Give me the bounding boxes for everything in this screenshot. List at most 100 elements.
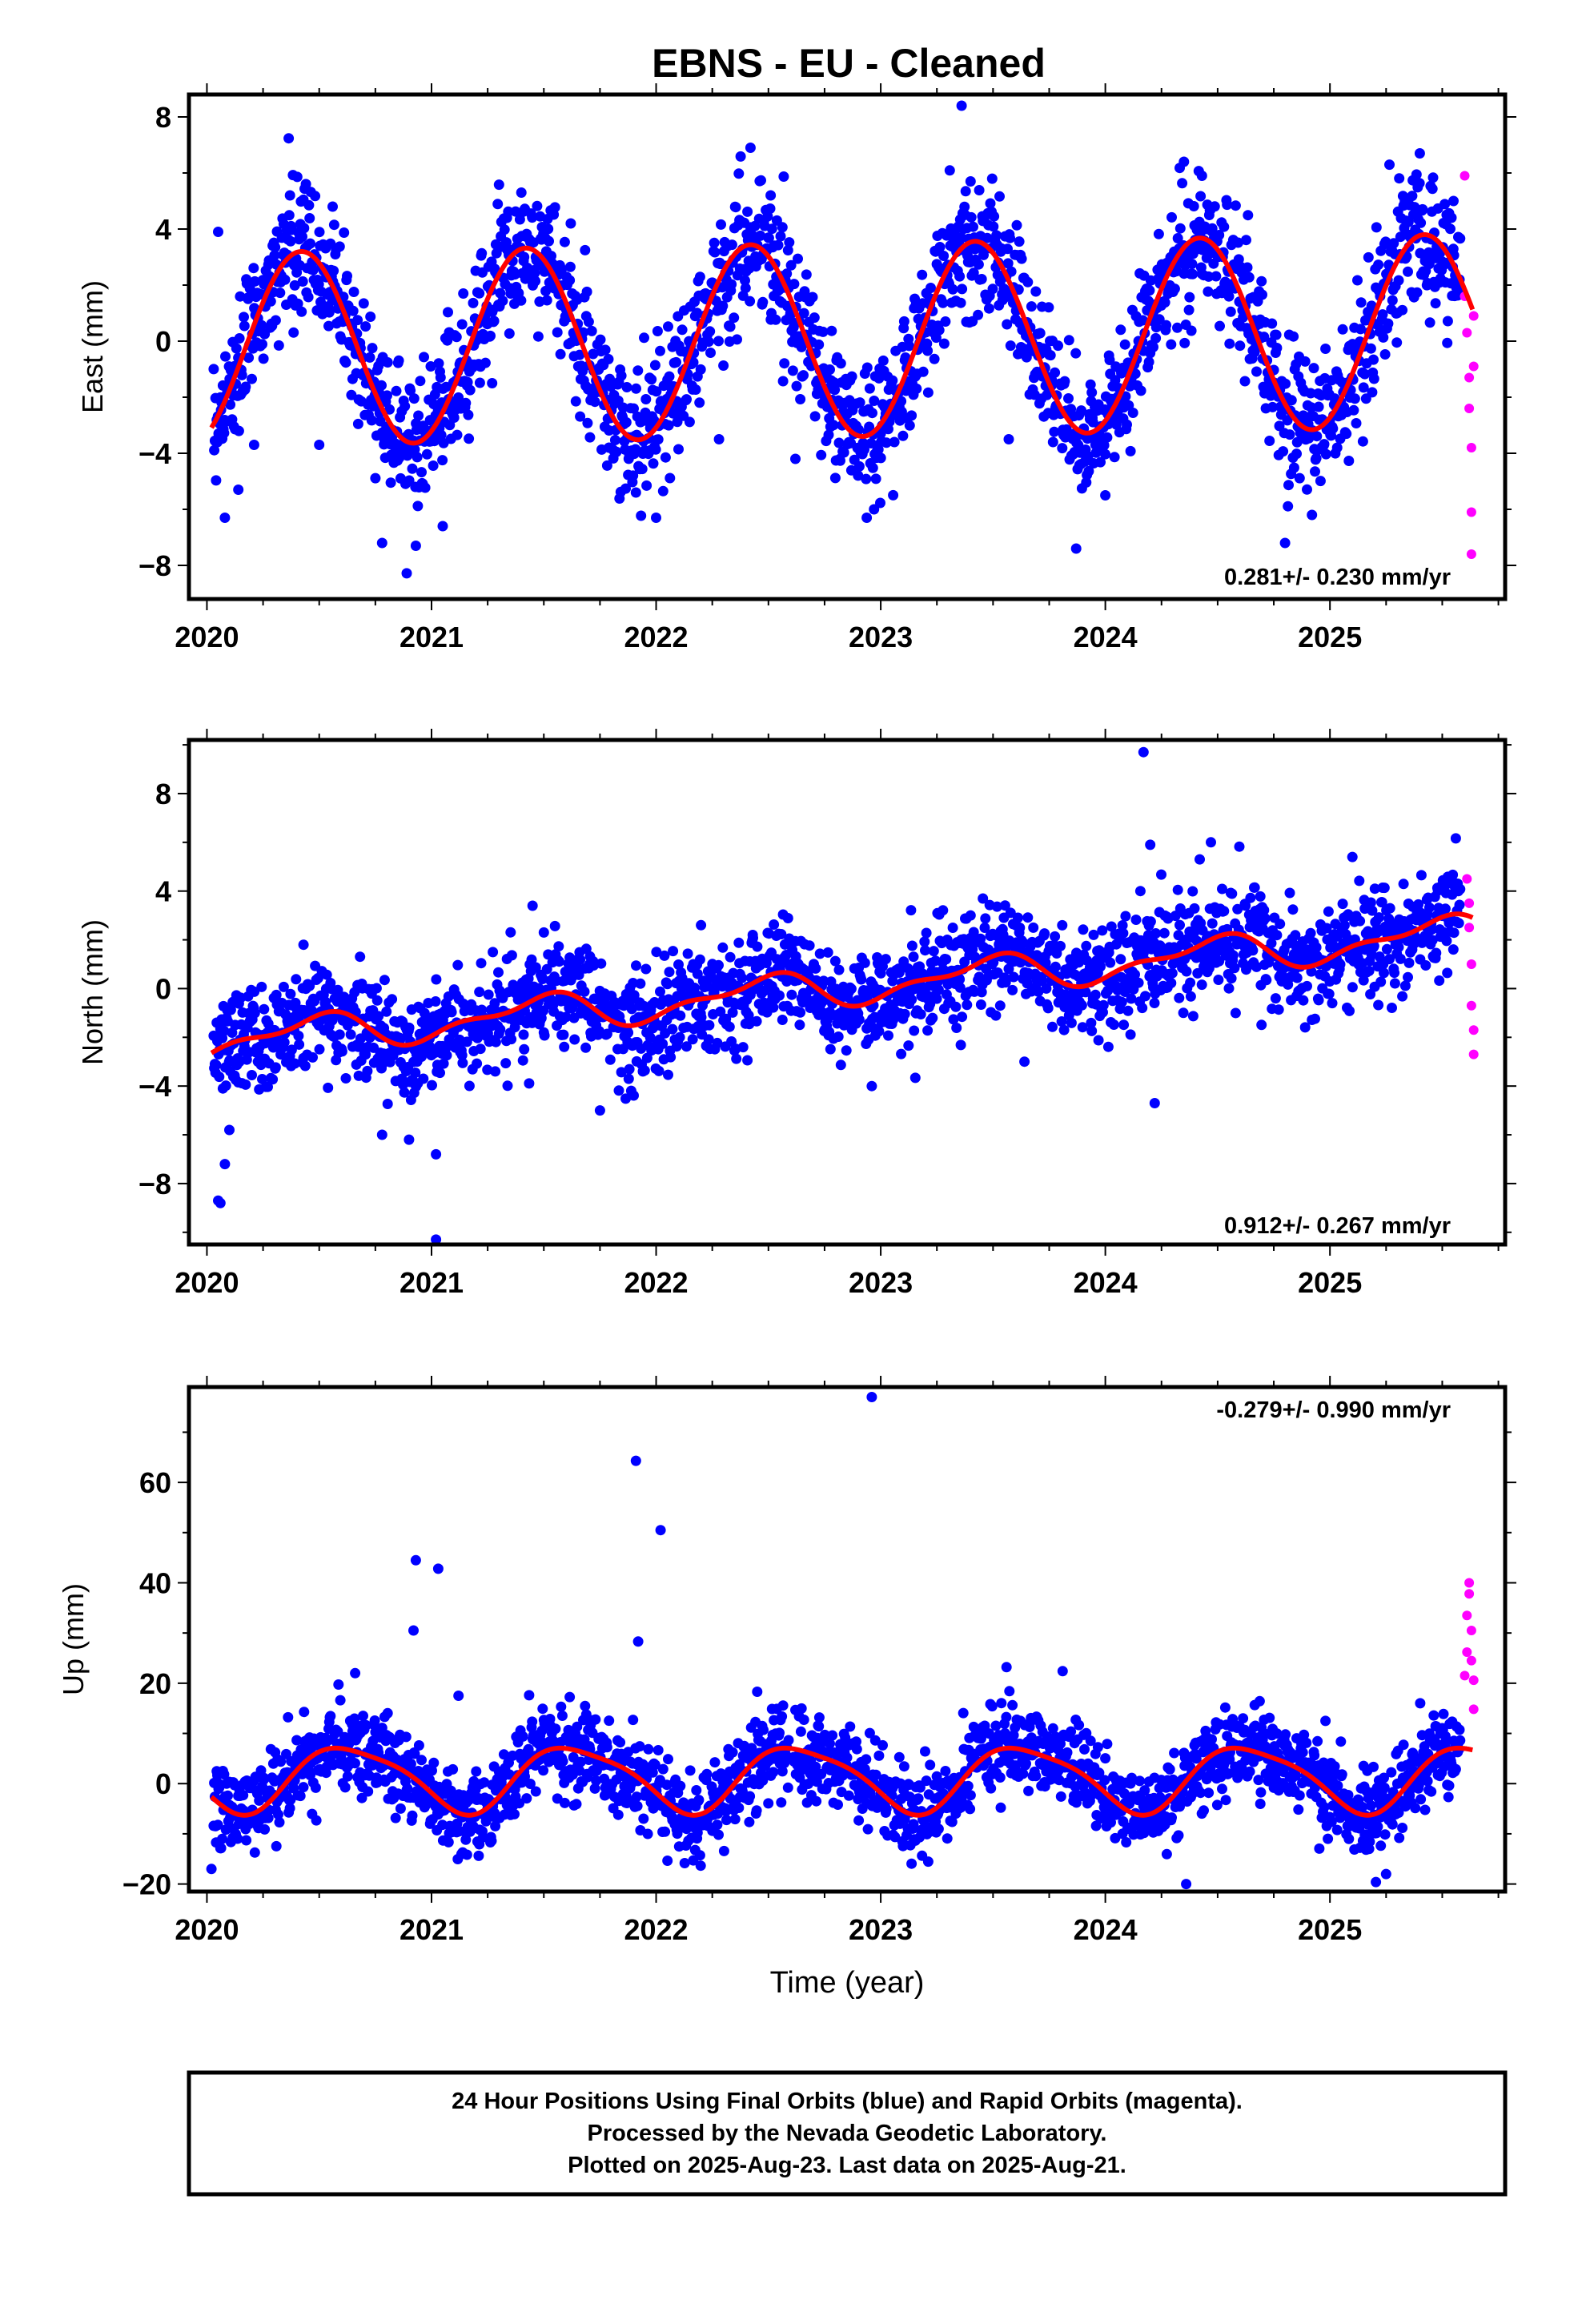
east-data-point: [391, 385, 402, 396]
east-data-point: [1430, 298, 1441, 309]
north-data-point: [1393, 942, 1404, 953]
east-data-point: [1119, 339, 1130, 350]
east-data-point: [1102, 432, 1113, 443]
north-data-point: [340, 1073, 351, 1084]
east-data-point: [240, 381, 251, 392]
east-data-point: [1384, 159, 1395, 171]
up-data-point: [259, 1823, 271, 1835]
north-y-tick-label: −8: [139, 1168, 171, 1200]
east-data-point: [412, 501, 424, 512]
east-data-point: [985, 198, 996, 209]
north-data-point: [994, 1000, 1006, 1011]
east-data-point: [270, 315, 281, 326]
east-data-point: [673, 444, 684, 455]
east-x-tick-label: 2020: [175, 621, 239, 653]
north-outlier-point: [431, 1148, 442, 1160]
east-data-point: [257, 339, 267, 350]
east-data-point: [1319, 439, 1330, 450]
east-data-point: [258, 353, 269, 364]
north-data-point: [483, 989, 494, 1000]
east-data-point: [1363, 251, 1374, 263]
north-data-point: [1302, 980, 1312, 991]
north-data-point: [1122, 1005, 1134, 1016]
east-data-point: [1327, 423, 1339, 434]
east-data-point: [532, 331, 544, 342]
east-data-point: [968, 267, 979, 279]
east-data-point: [959, 201, 970, 212]
east-data-point: [279, 274, 291, 285]
east-data-point: [474, 287, 485, 299]
north-y-tick-label: 4: [155, 875, 171, 908]
east-outlier-point: [869, 504, 880, 515]
east-data-point: [1002, 258, 1014, 269]
north-data-point: [505, 927, 516, 938]
north-outlier-point: [224, 1124, 235, 1136]
east-data-point: [695, 364, 706, 375]
north-data-point: [214, 1072, 225, 1083]
east-data-point: [247, 373, 257, 384]
east-data-point: [1026, 301, 1037, 312]
north-data-point: [1008, 971, 1019, 983]
east-data-point: [209, 444, 220, 456]
north-outlier-point: [1195, 854, 1205, 865]
north-data-point: [1090, 989, 1101, 1000]
north-data-point: [1431, 947, 1442, 959]
east-data-point: [1207, 223, 1218, 234]
east-data-point: [1002, 319, 1013, 330]
east-data-point: [340, 357, 351, 368]
east-data-point: [1283, 480, 1294, 491]
north-data-point: [909, 1025, 920, 1036]
east-data-point: [694, 271, 705, 283]
east-data-point: [957, 283, 968, 295]
east-data-point: [480, 357, 491, 368]
east-data-point: [1186, 325, 1197, 336]
north-data-point: [1055, 940, 1066, 951]
north-data-point: [240, 1079, 251, 1090]
east-data-point: [838, 447, 849, 458]
north-data-point: [1185, 977, 1196, 988]
east-x-tick-label: 2022: [624, 621, 688, 653]
north-data-point: [990, 1010, 1002, 1021]
north-data-point: [1134, 886, 1146, 897]
east-data-point: [555, 348, 566, 360]
east-data-point: [303, 199, 315, 211]
north-outlier-point: [1206, 837, 1216, 848]
up-data-point: [604, 1715, 615, 1727]
east-data-point: [828, 420, 839, 431]
east-data-point: [456, 319, 468, 330]
east-data-point: [983, 303, 994, 314]
north-data-point: [628, 1090, 639, 1101]
north-data-point: [1050, 961, 1061, 972]
north-data-point: [1187, 886, 1199, 897]
north-y-axis-label: North (mm): [76, 919, 109, 1065]
east-data-point: [1014, 236, 1025, 247]
east-data-point: [1377, 309, 1388, 320]
north-data-point: [938, 905, 949, 916]
east-data-point: [256, 320, 267, 331]
east-data-point: [458, 288, 469, 299]
east-data-point: [688, 357, 699, 368]
east-data-point: [1445, 223, 1456, 235]
east-data-point: [1043, 302, 1054, 313]
east-data-point: [574, 349, 585, 360]
east-data-point: [1057, 443, 1068, 454]
north-data-point: [1453, 918, 1464, 929]
east-data-point: [1159, 297, 1170, 308]
east-data-point: [1143, 356, 1154, 368]
north-data-point: [1133, 977, 1144, 988]
east-outlier-point: [327, 201, 338, 212]
east-data-point: [825, 364, 835, 375]
up-data-point: [524, 1690, 535, 1701]
east-rapid-point: [1464, 372, 1475, 383]
north-data-point: [517, 1055, 528, 1066]
east-data-point: [549, 202, 560, 213]
east-data-point: [408, 393, 420, 404]
east-data-point: [1022, 276, 1034, 287]
north-data-point: [285, 988, 296, 999]
east-data-point: [1365, 343, 1376, 354]
north-data-point: [1050, 931, 1061, 942]
north-data-point: [524, 1078, 535, 1089]
east-data-point: [367, 343, 378, 354]
up-data-point: [590, 1714, 601, 1725]
east-data-point: [798, 308, 809, 319]
